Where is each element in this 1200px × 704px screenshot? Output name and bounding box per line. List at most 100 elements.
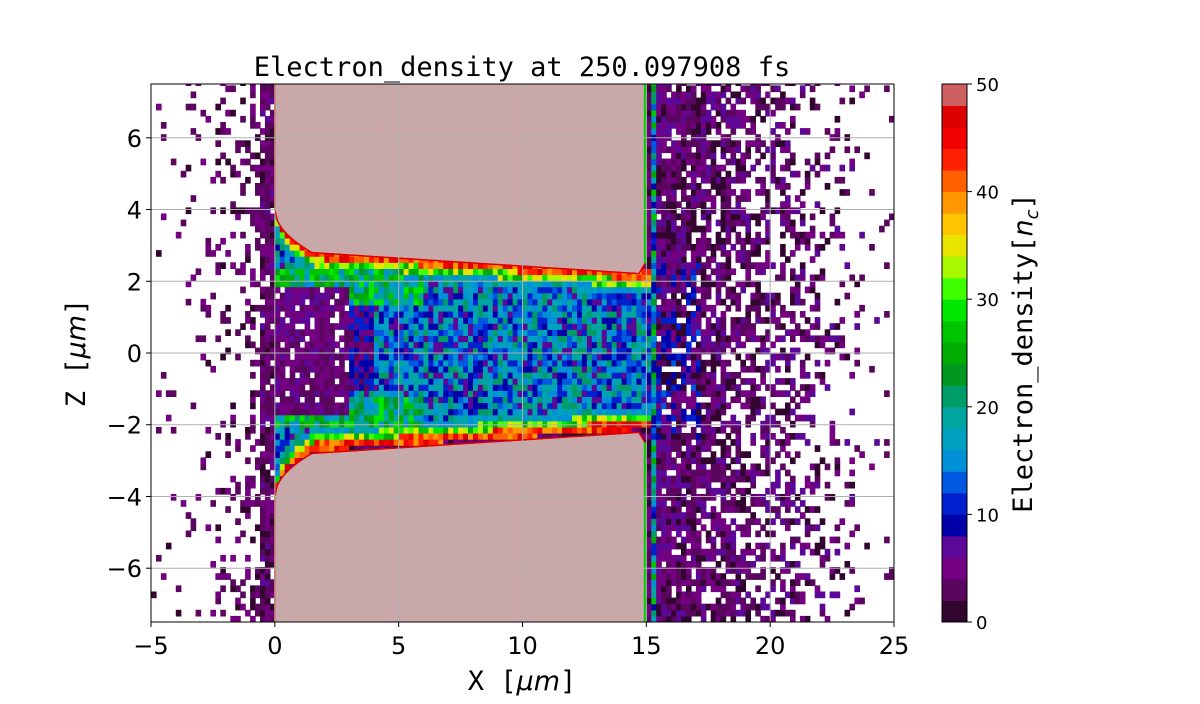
density-cell — [284, 341, 291, 349]
density-cell — [354, 353, 360, 361]
density-cell — [324, 262, 330, 269]
density-cell — [260, 402, 266, 410]
density-cell — [334, 323, 340, 330]
density-cell — [473, 341, 479, 349]
density-cell — [398, 317, 405, 324]
density-cell — [403, 414, 410, 422]
density-cell — [398, 372, 405, 379]
density-cell — [344, 439, 350, 446]
density-cell — [230, 475, 236, 483]
density-cell — [393, 372, 400, 379]
density-cell — [497, 317, 504, 324]
density-cell — [250, 317, 256, 324]
density-cell — [264, 286, 271, 294]
density-cell — [250, 372, 256, 379]
density-cell — [220, 311, 226, 318]
density-cell — [299, 378, 306, 385]
density-cell — [324, 353, 330, 361]
density-cell — [190, 274, 197, 282]
density-cell — [438, 286, 444, 294]
density-cell — [349, 341, 355, 349]
density-cell — [497, 298, 504, 306]
density-cell — [319, 341, 325, 349]
density-cell — [344, 268, 350, 276]
density-cell — [364, 268, 370, 276]
density-cell — [453, 390, 459, 397]
density-cell — [393, 426, 400, 434]
density-cell — [324, 408, 330, 416]
density-cell — [388, 372, 395, 379]
density-cell — [502, 384, 509, 391]
density-cell — [359, 359, 365, 367]
density-cell — [329, 304, 335, 312]
density-cell — [324, 396, 330, 404]
density-cell — [175, 609, 182, 617]
density-cell — [413, 433, 420, 440]
density-cell — [383, 353, 390, 361]
density-cell — [260, 262, 266, 269]
density-cell — [260, 329, 266, 336]
density-cell — [487, 353, 494, 361]
density-cell — [492, 372, 499, 379]
density-cell — [403, 311, 410, 318]
density-cell — [388, 262, 395, 269]
density-cell — [334, 390, 340, 397]
density-cell — [230, 170, 236, 178]
density-cell — [428, 426, 434, 434]
density-cell — [463, 298, 469, 306]
density-cell — [393, 286, 400, 294]
density-cell — [388, 396, 395, 404]
density-cell — [477, 353, 484, 361]
density-cell — [255, 463, 261, 471]
density-cell — [274, 341, 281, 349]
density-cell — [359, 372, 365, 379]
density-cell — [260, 146, 266, 154]
density-cell — [329, 402, 335, 410]
density-cell — [423, 317, 429, 324]
density-cell — [289, 244, 296, 251]
density-cell — [383, 298, 390, 306]
density-cell — [517, 274, 524, 282]
density-cell — [279, 420, 286, 428]
density-cell — [468, 426, 474, 434]
density-cell — [344, 378, 350, 385]
density-cell — [497, 274, 504, 282]
density-cell — [309, 396, 316, 404]
density-cell — [269, 390, 276, 397]
density-cell — [264, 201, 271, 208]
density-cell — [418, 408, 425, 416]
density-cell — [344, 280, 350, 288]
density-cell — [299, 304, 306, 312]
density-cell — [433, 262, 439, 269]
density-cell — [264, 500, 271, 507]
density-cell — [438, 317, 444, 324]
density-cell — [235, 439, 241, 446]
density-cell — [403, 384, 410, 391]
density-cell — [487, 384, 494, 391]
density-cell — [418, 359, 425, 367]
density-cell — [230, 494, 236, 501]
density-cell — [349, 274, 355, 282]
density-cell — [334, 372, 340, 379]
density-cell — [264, 433, 271, 440]
density-cell — [368, 390, 375, 397]
density-cell — [354, 311, 360, 318]
density-cell — [269, 237, 276, 245]
density-cell — [507, 304, 514, 312]
density-cell — [264, 91, 271, 99]
density-cell — [502, 372, 509, 379]
density-cell — [299, 262, 306, 269]
density-cell — [448, 408, 454, 416]
density-cell — [309, 365, 316, 373]
density-cell — [299, 426, 306, 434]
density-cell — [190, 103, 197, 111]
density-cell — [383, 311, 390, 318]
density-cell — [463, 408, 469, 416]
density-cell — [428, 365, 434, 373]
density-cell — [473, 311, 479, 318]
density-cell — [304, 451, 311, 458]
density-cell — [299, 359, 306, 367]
density-cell — [339, 420, 345, 428]
density-cell — [304, 286, 311, 294]
density-cell — [269, 372, 276, 379]
